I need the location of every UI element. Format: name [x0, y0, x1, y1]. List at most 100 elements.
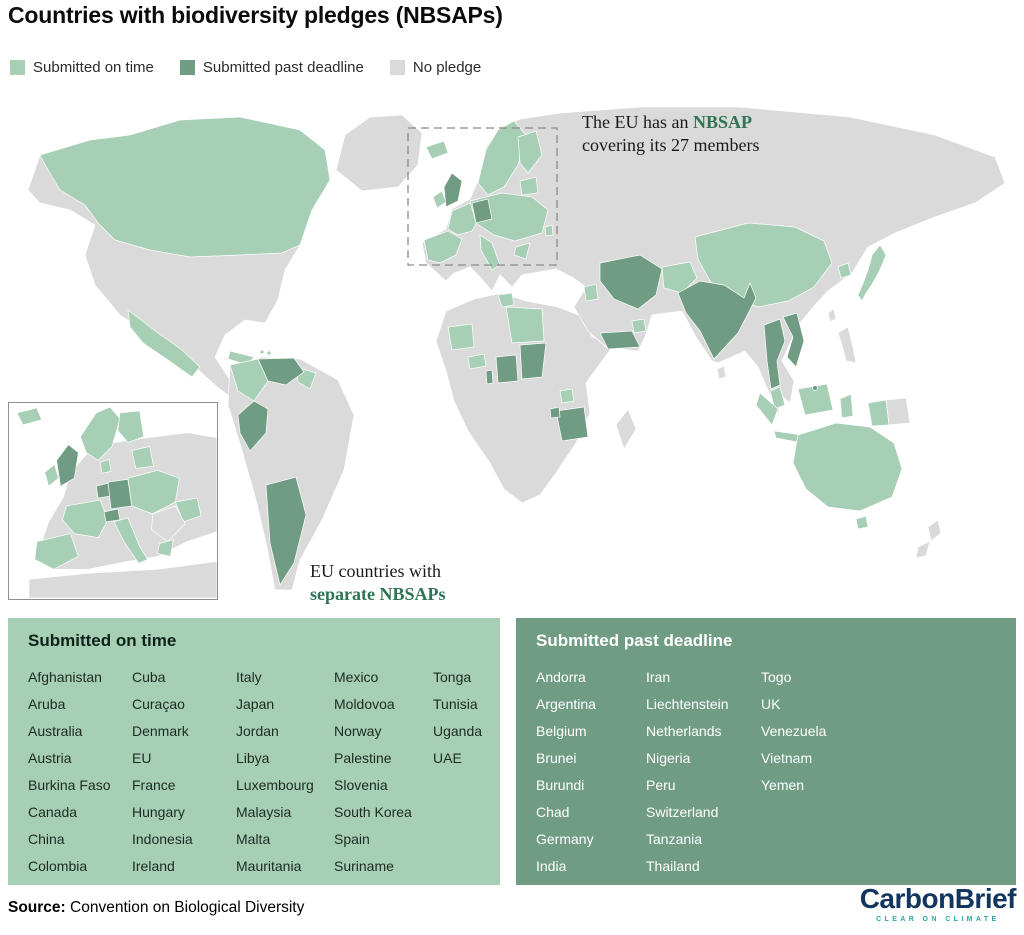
country-label: Curaçao — [132, 696, 185, 712]
country-label: Netherlands — [646, 723, 722, 739]
country-ireland — [432, 190, 447, 209]
source-label: Source: — [8, 899, 66, 916]
europe-inset-svg — [16, 406, 218, 599]
source-text: Convention on Biological Diversity — [65, 899, 305, 916]
inset-scandinavia — [79, 406, 121, 461]
country-label: Burundi — [536, 777, 585, 793]
country-uk — [443, 172, 463, 208]
inset-uk — [56, 444, 79, 487]
inset-italy — [113, 517, 149, 564]
legend-label: Submitted on time — [33, 59, 154, 76]
country-label: EU — [132, 750, 152, 766]
country-label: Cuba — [132, 669, 166, 685]
country-label: Colombia — [28, 858, 88, 874]
country-column: Afghanistan Aruba Australia Austria Burkina … — [28, 664, 132, 880]
island-new-guinea-west — [867, 399, 890, 427]
country-tunisia — [497, 292, 515, 308]
country-label: Slovenia — [334, 777, 388, 793]
country-yemen — [599, 330, 641, 350]
inset-iberia — [34, 533, 79, 570]
on-time-countries — [39, 116, 903, 530]
country-label: Uganda — [433, 723, 483, 739]
country-libya — [505, 306, 545, 344]
country-label: Peru — [646, 777, 676, 793]
country-afghanistan — [661, 261, 698, 294]
eu-annotation: The EU has an NBSAP covering its 27 memb… — [582, 111, 759, 157]
country-label: Mexico — [334, 669, 379, 685]
inset-caption: EU countries with separate NBSAPs — [310, 560, 446, 606]
country-label: Aruba — [28, 696, 66, 712]
country-column: Tonga Tunisia Uganda UAE — [433, 664, 488, 880]
panel-past-deadline-title: Submitted past deadline — [536, 631, 733, 650]
country-venezuela — [257, 357, 305, 386]
country-column: Andorra Argentina Belgium Brunei Burundi Chad… — [536, 664, 646, 880]
country-label: Mauritania — [236, 858, 302, 874]
carbonbrief-wordmark: CarbonBrief — [859, 883, 1017, 914]
inset-iceland — [16, 407, 43, 426]
island-new-guinea-east — [885, 397, 911, 426]
country-label: Vietnam — [761, 750, 813, 766]
legend-item-no-pledge: No pledge — [389, 59, 482, 76]
country-moldova — [544, 224, 554, 237]
country-label: Tunisia — [433, 696, 478, 712]
country-column: Cuba Curaçao Denmark EU France Hungary Indones… — [132, 664, 236, 880]
legend-item-past-deadline: Submitted past deadline — [179, 59, 364, 76]
country-thailand — [763, 318, 786, 390]
inset-north-africa — [28, 560, 218, 599]
country-label: Austria — [28, 750, 72, 766]
island-borneo — [797, 383, 834, 416]
legend-label: No pledge — [412, 59, 482, 76]
country-iceland — [425, 140, 449, 160]
country-label: Nigeria — [646, 750, 691, 766]
country-label: Venezuela — [761, 723, 827, 739]
island-sri-lanka — [716, 365, 727, 380]
region-iberia — [423, 230, 463, 264]
on-time-country-list: Afghanistan Aruba Australia Austria Burkina … — [20, 664, 488, 880]
country-label: Belgium — [536, 723, 587, 739]
country-argentina — [265, 476, 307, 586]
country-label: Germany — [536, 831, 594, 847]
carbonbrief-logo: CarbonBrief CLEAR ON CLIMATE — [859, 883, 1017, 924]
region-malay-peninsula — [769, 386, 786, 410]
legend-swatch-on-time — [10, 60, 25, 75]
country-label: Libya — [236, 750, 270, 766]
country-label: Liechtenstein — [646, 696, 729, 712]
country-curacao — [266, 350, 272, 356]
country-label: Chad — [536, 804, 570, 820]
country-aruba — [259, 349, 265, 355]
country-peru — [237, 400, 269, 452]
inset-germany — [107, 478, 133, 510]
country-label: India — [536, 858, 567, 874]
country-mauritania — [447, 323, 475, 351]
country-label: Ireland — [132, 858, 175, 874]
country-column: Togo UK Venezuela Vietnam Yemen — [761, 664, 1004, 880]
island-sulawesi — [839, 393, 854, 419]
country-tanzania — [555, 406, 589, 442]
country-label: Iran — [646, 669, 671, 685]
landmass-greenland — [335, 114, 423, 192]
country-colombia — [229, 358, 269, 402]
country-label: Suriname — [334, 858, 394, 874]
inset-denmark — [99, 458, 112, 474]
country-label: Jordan — [236, 723, 279, 739]
country-column: Italy Japan Jordan Libya Luxembourg Malaysia M… — [236, 664, 334, 880]
island-sumatra — [755, 392, 779, 426]
logo-part-carbon: Carbon — [859, 883, 956, 914]
inset-balkans — [151, 505, 186, 543]
country-burundi — [549, 406, 561, 419]
eu-annotation-pre: The EU has an — [582, 112, 693, 132]
legend-swatch-past-deadline — [179, 60, 195, 75]
country-label: Malaysia — [236, 804, 292, 820]
country-label: Burkina Faso — [28, 777, 111, 793]
country-uae — [631, 318, 647, 334]
world-map — [27, 106, 1006, 591]
country-finland — [517, 130, 543, 174]
country-label: Italy — [236, 669, 262, 685]
country-nigeria — [495, 354, 519, 384]
inset-caption-line1: EU countries with — [310, 561, 441, 581]
country-column: Iran Liechtenstein Netherlands Nigeria Peru S… — [646, 664, 761, 880]
eu-annotation-highlight: NBSAP — [692, 112, 752, 132]
country-label: China — [28, 831, 65, 847]
legend-swatch-no-pledge — [389, 60, 405, 75]
